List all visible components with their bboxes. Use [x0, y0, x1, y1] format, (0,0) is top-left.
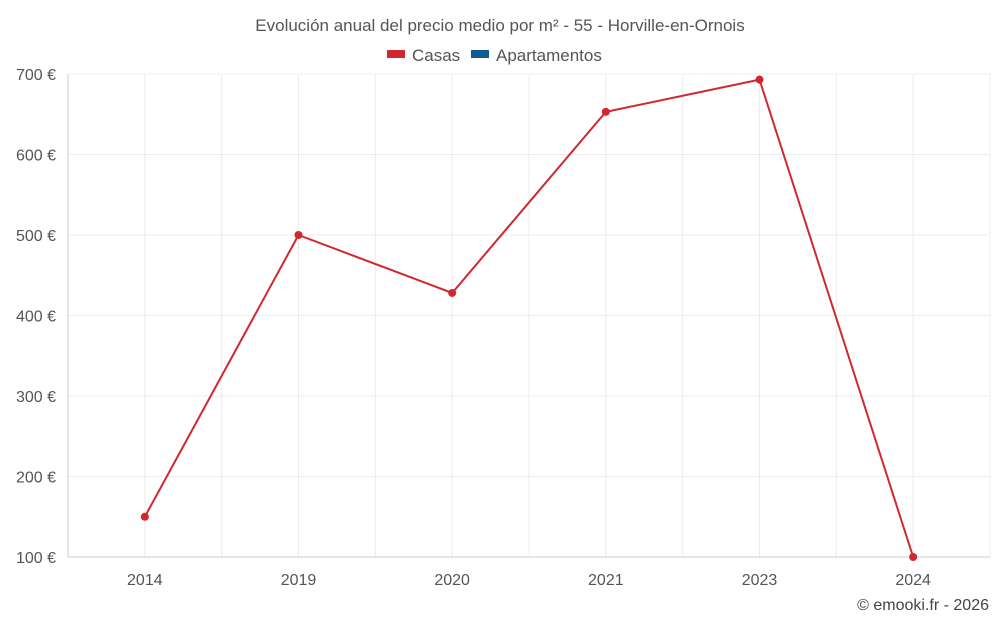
y-tick-label: 400 €: [16, 309, 56, 326]
chart-title: Evolución anual del precio medio por m² …: [255, 16, 744, 35]
data-point-casas[interactable]: [140, 512, 149, 521]
legend-item-casas[interactable]: Casas: [387, 46, 460, 65]
legend-item-apartamentos[interactable]: Apartamentos: [471, 46, 602, 65]
legend-label-casas: Casas: [412, 46, 460, 65]
data-point-casas[interactable]: [755, 75, 764, 84]
y-axis: 100 € 200 € 300 € 400 € 500 € 600 € 700 €: [16, 67, 69, 567]
x-tick-label: 2021: [588, 572, 624, 589]
y-tick-label: 600 €: [16, 148, 56, 165]
series-line-casas: [143, 78, 915, 558]
x-tick-label: 2023: [742, 572, 778, 589]
data-point-casas[interactable]: [448, 288, 457, 297]
legend-label-apartamentos: Apartamentos: [496, 46, 602, 65]
y-tick-label: 300 €: [16, 389, 56, 406]
credit-text: © emooki.fr - 2026: [857, 597, 989, 614]
x-axis: 2014 2019 2020 2021 2023 2024: [68, 556, 990, 589]
y-tick-label: 100 €: [16, 550, 56, 567]
data-point-casas[interactable]: [601, 107, 610, 116]
data-point-casas[interactable]: [294, 231, 303, 239]
series-casas: [140, 75, 918, 561]
legend: Casas Apartamentos: [387, 46, 602, 65]
x-tick-label: 2024: [895, 572, 931, 589]
grid: [67, 73, 991, 557]
x-tick-label: 2019: [281, 572, 317, 589]
x-tick-label: 2014: [127, 572, 163, 589]
y-tick-label: 500 €: [16, 228, 56, 245]
legend-swatch-casas: [387, 50, 405, 58]
y-tick-label: 700 €: [16, 67, 56, 84]
y-tick-label: 200 €: [16, 470, 56, 487]
x-tick-label: 2020: [434, 572, 470, 589]
data-point-casas[interactable]: [909, 553, 918, 561]
legend-swatch-apartamentos: [471, 50, 489, 58]
